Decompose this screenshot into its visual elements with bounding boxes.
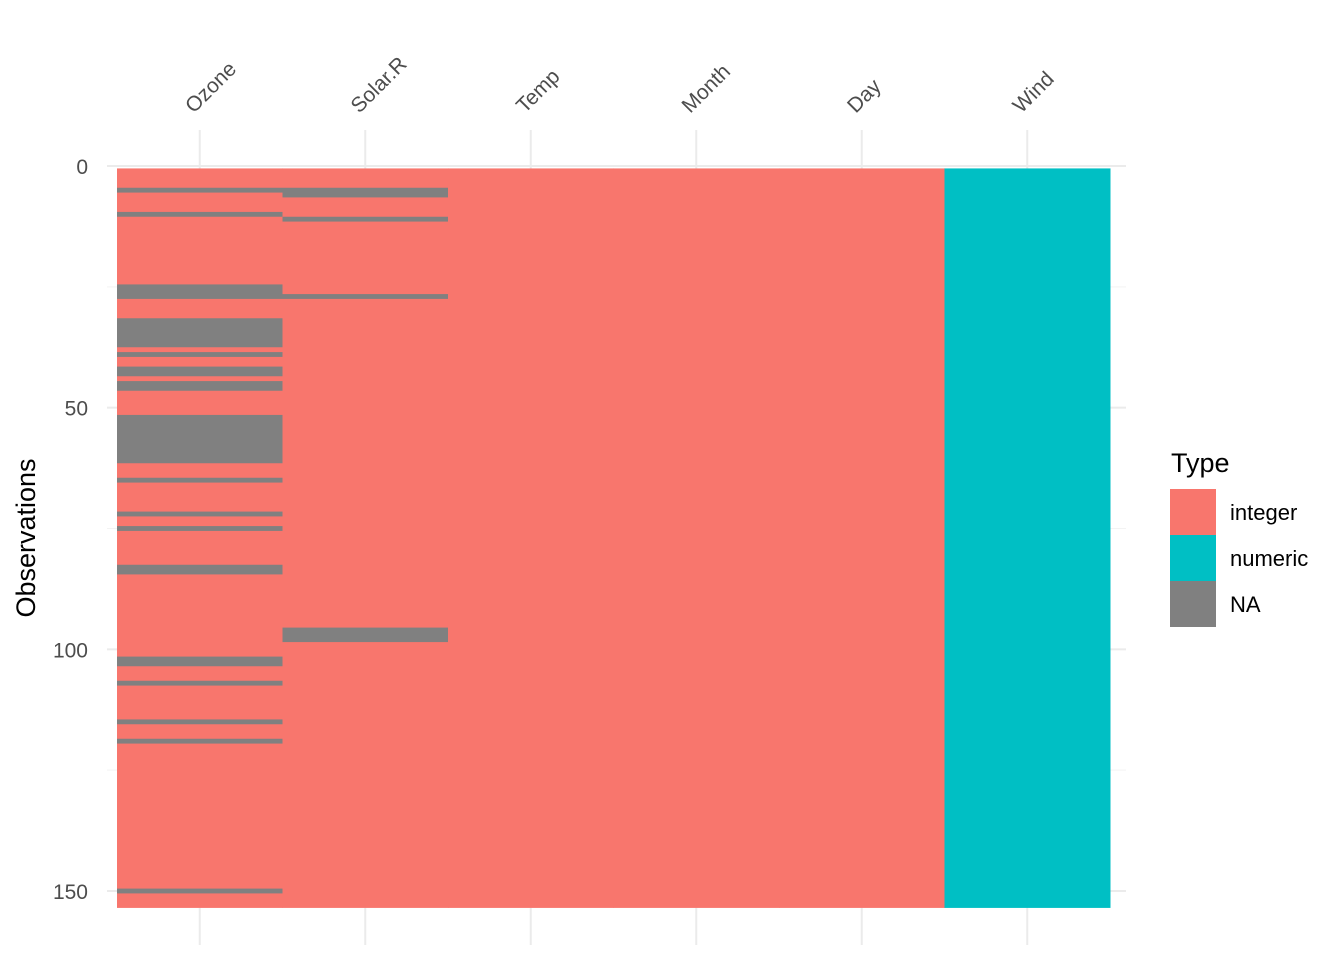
na-cell (117, 888, 283, 894)
legend-title: Type (1171, 448, 1230, 478)
x-tick-label: Solar.R (347, 53, 412, 118)
legend-label-integer: integer (1230, 500, 1297, 525)
na-cell (117, 738, 283, 744)
column-cell-month (613, 168, 780, 908)
x-tick-labels: Ozone Solar.R Temp Month Day Wind (181, 53, 1059, 118)
y-tick-labels: 0 50 100 150 (53, 156, 88, 904)
legend-key-numeric (1170, 535, 1216, 581)
na-cell (282, 187, 449, 198)
y-axis-title: Observations (11, 458, 41, 617)
na-cell (117, 680, 283, 686)
x-tick-label: Ozone (181, 58, 241, 118)
column-cell-temp (448, 168, 614, 908)
legend-key-na (1170, 581, 1216, 627)
na-cell (117, 352, 283, 357)
legend-label-numeric: numeric (1230, 546, 1308, 571)
y-tick-label: 150 (53, 881, 88, 904)
na-cell (282, 294, 449, 299)
column-cell-solar-r (282, 168, 449, 908)
na-cell (117, 511, 283, 517)
na-cell (282, 627, 449, 643)
na-cell (117, 187, 283, 193)
na-cell (117, 414, 283, 464)
na-cell (282, 216, 449, 222)
y-tick-label: 50 (65, 398, 88, 421)
heatmap-cells (117, 168, 1111, 908)
na-cell (117, 366, 283, 377)
column-cell-ozone (117, 168, 283, 908)
column-cell-wind (944, 168, 1111, 908)
na-cell (117, 656, 283, 667)
na-cell (117, 284, 283, 299)
na-cell (117, 526, 283, 531)
y-tick-label: 0 (76, 156, 88, 179)
x-tick-label: Day (843, 75, 886, 118)
na-cell (117, 477, 283, 483)
na-cell (117, 564, 283, 575)
x-tick-label: Wind (1009, 67, 1059, 117)
na-cell (117, 318, 283, 348)
legend-label-na: NA (1230, 592, 1261, 617)
na-cell (117, 719, 283, 725)
x-tick-label: Temp (512, 65, 565, 118)
na-cell (117, 211, 283, 217)
legend: Type integer numeric NA (1170, 448, 1308, 627)
legend-key-integer (1170, 489, 1216, 535)
x-tick-label: Month (678, 60, 736, 118)
legend-entries: integer numeric NA (1170, 489, 1308, 627)
y-tick-label: 100 (53, 639, 88, 662)
column-cell-day (779, 168, 945, 908)
na-cell (117, 381, 283, 391)
